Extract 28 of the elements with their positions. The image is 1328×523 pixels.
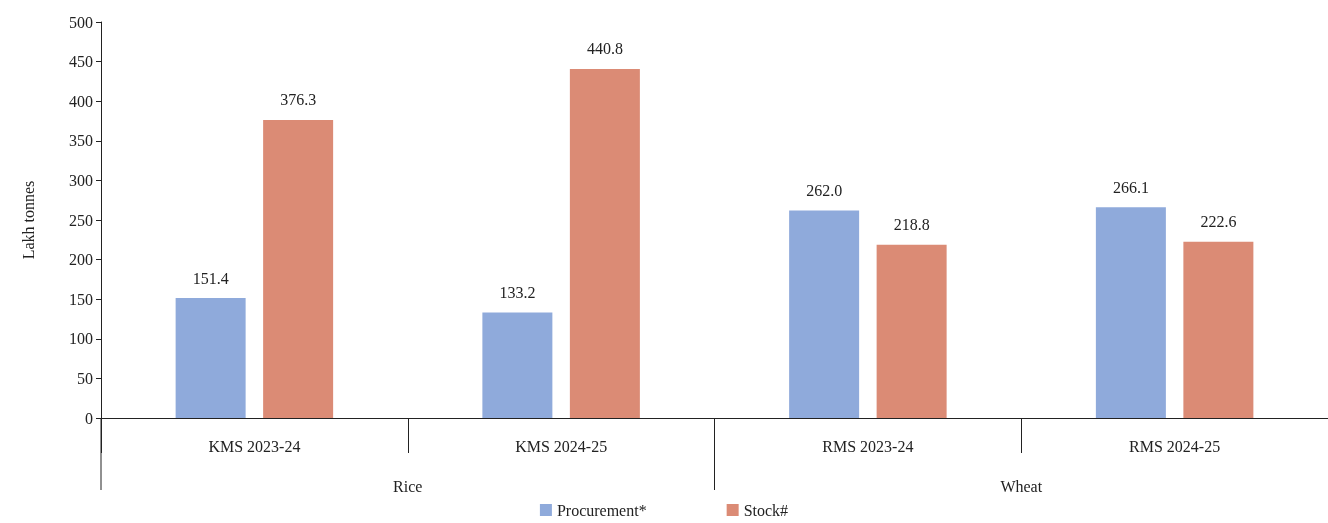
x-tick-label: KMS 2023-24 bbox=[208, 437, 301, 455]
y-tick-label: 250 bbox=[69, 211, 93, 229]
data-label: 376.3 bbox=[280, 91, 317, 109]
y-tick-label: 50 bbox=[77, 369, 93, 387]
x-tick-label: RMS 2024-25 bbox=[1129, 437, 1221, 455]
data-label: 266.1 bbox=[1112, 178, 1149, 196]
y-tick-label: 350 bbox=[69, 132, 93, 150]
y-tick-label: 200 bbox=[69, 251, 93, 269]
y-tick-label: 100 bbox=[69, 330, 93, 348]
legend-label: Stock# bbox=[743, 501, 789, 519]
y-tick-label: 400 bbox=[69, 92, 93, 110]
y-axis-title: Lakh tonnes bbox=[19, 180, 37, 260]
data-label: 218.8 bbox=[893, 216, 930, 234]
y-tick-label: 500 bbox=[69, 13, 93, 31]
data-label: 262.0 bbox=[806, 182, 843, 199]
data-label: 151.4 bbox=[192, 269, 229, 287]
y-tick-label: 0 bbox=[85, 409, 93, 427]
y-tick-label: 450 bbox=[69, 53, 93, 71]
y-tick-label: 150 bbox=[69, 290, 93, 308]
text: Rice bbox=[393, 477, 423, 495]
x-tick-label: KMS 2024-25 bbox=[515, 437, 608, 455]
data-label: 133.2 bbox=[499, 284, 536, 302]
text: Wheat bbox=[1000, 477, 1043, 495]
legend-label: Procurement* bbox=[556, 501, 647, 519]
data-label: 222.6 bbox=[1200, 213, 1237, 231]
y-tick-label: 300 bbox=[69, 171, 93, 189]
data-label: 440.8 bbox=[586, 40, 623, 58]
x-tick-label: RMS 2023-24 bbox=[822, 437, 914, 455]
